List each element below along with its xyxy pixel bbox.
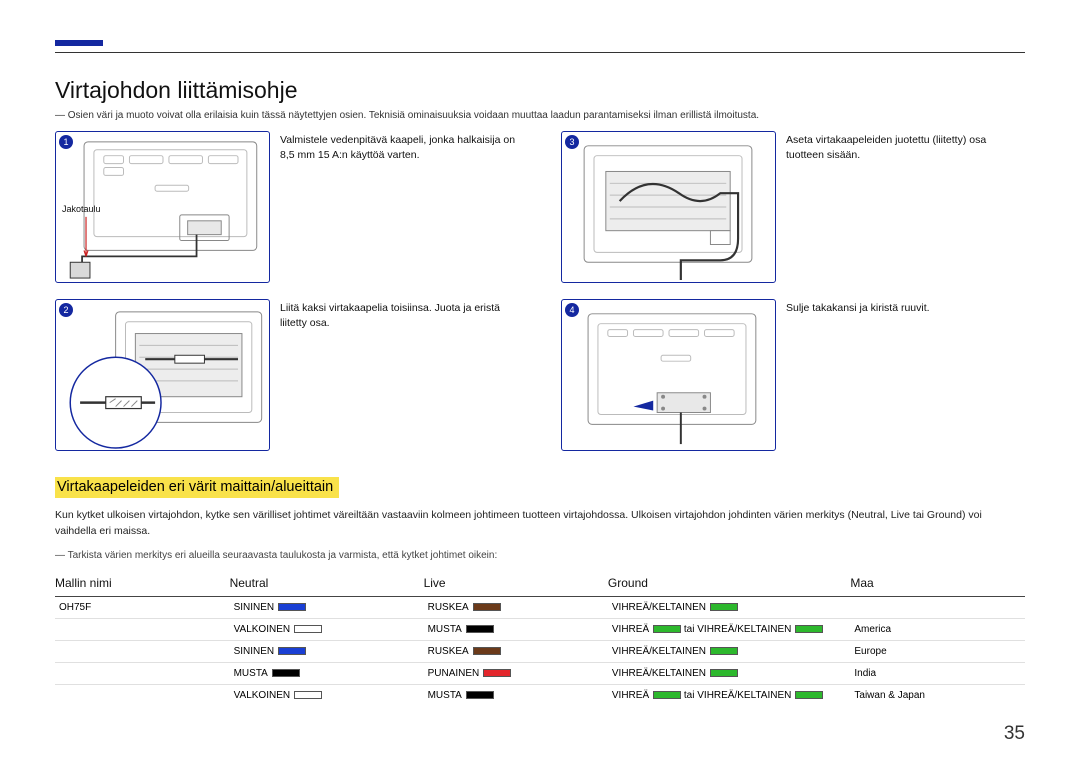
step-1-text: Valmistele vedenpitävä kaapeli, jonka ha… <box>280 131 519 283</box>
diagram-1: Jakotaulu <box>55 131 270 283</box>
header-rule <box>55 52 1025 53</box>
header-accent-bar <box>55 40 103 46</box>
sub-note: Tarkista värien merkitys eri alueilla se… <box>55 548 1025 563</box>
cell-country: Europe <box>850 640 1025 662</box>
cell-model <box>55 640 230 662</box>
cell-country: India <box>850 662 1025 684</box>
cell-neutral: SININEN <box>230 640 424 662</box>
step-2: 2 Liitä kaksi virtakaapelia toisiinsa. <box>55 299 519 451</box>
cell-neutral: SININEN <box>230 596 424 618</box>
cell-live: MUSTA <box>424 684 608 706</box>
step-1: 1 <box>55 131 519 283</box>
section-subheading: Virtakaapeleiden eri värit maittain/alue… <box>55 477 339 498</box>
cell-model <box>55 662 230 684</box>
sub-paragraph: Kun kytket ulkoisen virtajohdon, kytke s… <box>55 508 1025 540</box>
cell-ground: VIHREÄ tai VIHREÄ/KELTAINEN <box>608 684 851 706</box>
cell-ground: VIHREÄ/KELTAINEN <box>608 662 851 684</box>
step-badge-1: 1 <box>59 135 73 149</box>
cell-ground: VIHREÄ/KELTAINEN <box>608 640 851 662</box>
intro-note: Osien väri ja muoto voivat olla erilaisi… <box>55 110 1025 121</box>
step-badge-3: 3 <box>565 135 579 149</box>
step-badge-4: 4 <box>565 303 579 317</box>
page-number: 35 <box>1004 723 1025 745</box>
cell-live: RUSKEA <box>424 640 608 662</box>
cell-country <box>850 596 1025 618</box>
cell-neutral: VALKOINEN <box>230 684 424 706</box>
cell-neutral: MUSTA <box>230 662 424 684</box>
step-badge-2: 2 <box>59 303 73 317</box>
cell-ground: VIHREÄ tai VIHREÄ/KELTAINEN <box>608 618 851 640</box>
diagram-3 <box>561 131 776 283</box>
table-row: OH75FSININENRUSKEAVIHREÄ/KELTAINEN <box>55 596 1025 618</box>
steps-grid: 1 <box>55 131 1025 451</box>
step-4-text: Sulje takakansi ja kiristä ruuvit. <box>786 299 930 451</box>
cell-model <box>55 618 230 640</box>
th-country: Maa <box>850 571 1025 597</box>
step-2-text: Liitä kaksi virtakaapelia toisiinsa. Juo… <box>280 299 519 451</box>
cell-country: America <box>850 618 1025 640</box>
cell-model <box>55 684 230 706</box>
cell-country: Taiwan & Japan <box>850 684 1025 706</box>
table-row: SININENRUSKEAVIHREÄ/KELTAINENEurope <box>55 640 1025 662</box>
page-title: Virtajohdon liittämisohje <box>55 77 1025 104</box>
diagram-2 <box>55 299 270 451</box>
wire-color-table: Mallin nimi Neutral Live Ground Maa OH75… <box>55 571 1025 706</box>
th-neutral: Neutral <box>230 571 424 597</box>
cell-live: PUNAINEN <box>424 662 608 684</box>
step-3: 3 Aseta virtakaapeleiden juotettu (liite… <box>561 131 1025 283</box>
table-header-row: Mallin nimi Neutral Live Ground Maa <box>55 571 1025 597</box>
th-model: Mallin nimi <box>55 571 230 597</box>
diagram-4 <box>561 299 776 451</box>
cell-ground: VIHREÄ/KELTAINEN <box>608 596 851 618</box>
step-4: 4 <box>561 299 1025 451</box>
cell-live: MUSTA <box>424 618 608 640</box>
th-live: Live <box>424 571 608 597</box>
th-ground: Ground <box>608 571 851 597</box>
step-3-text: Aseta virtakaapeleiden juotettu (liitett… <box>786 131 1025 283</box>
table-row: VALKOINENMUSTAVIHREÄ tai VIHREÄ/KELTAINE… <box>55 618 1025 640</box>
cell-model: OH75F <box>55 596 230 618</box>
diagram-1-label: Jakotaulu <box>62 204 101 214</box>
cell-live: RUSKEA <box>424 596 608 618</box>
table-row: MUSTAPUNAINENVIHREÄ/KELTAINENIndia <box>55 662 1025 684</box>
table-row: VALKOINENMUSTAVIHREÄ tai VIHREÄ/KELTAINE… <box>55 684 1025 706</box>
cell-neutral: VALKOINEN <box>230 618 424 640</box>
